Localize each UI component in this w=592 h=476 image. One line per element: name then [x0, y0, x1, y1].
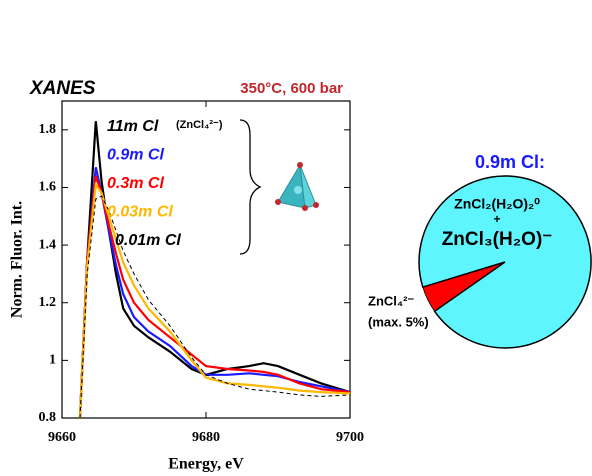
x-tick-label: 9660 — [48, 430, 76, 445]
pie-label: ZnCl₄²⁻ — [368, 293, 414, 308]
chart-subtitle: 350°C, 600 bar — [240, 80, 343, 97]
x-tick-label: 9680 — [192, 430, 220, 445]
tetrahedron-icon — [275, 162, 319, 211]
legend-entry: 11m Cl — [107, 118, 159, 135]
x-tick-label: 9700 — [336, 430, 364, 445]
y-tick-label: 1.2 — [39, 295, 57, 310]
plot-frame — [62, 101, 350, 418]
y-axis-label: Norm. Fluor. Int. — [9, 201, 26, 318]
y-tick-label: 1.4 — [39, 237, 57, 252]
y-tick-label: 0.8 — [39, 410, 57, 425]
pie-label: ZnCl₂(H₂O)₂⁰ — [454, 196, 540, 212]
legend-entry: 0.3m Cl — [107, 175, 164, 192]
brace — [240, 120, 260, 254]
y-tick-label: 1.8 — [39, 122, 57, 137]
legend-entry: 0.01m Cl — [115, 232, 181, 249]
pie-label: (max. 5%) — [368, 314, 429, 329]
pie-label: ZnCl₃(H₂O)⁻ — [442, 229, 553, 250]
chart-title: XANES — [29, 78, 96, 99]
pie-label: + — [493, 212, 500, 226]
figure: 0.8 1 1.2 1.4 1.6 1.8 9660 9680 9700 Energy, eV No… — [0, 0, 592, 476]
x-axis-label: Energy, eV — [168, 456, 244, 473]
legend-entry: 0.9m Cl — [107, 147, 164, 164]
y-tick-label: 1 — [49, 353, 56, 368]
annotation: (ZnCl₄²⁻) — [176, 119, 223, 131]
legend-entry: 0.03m Cl — [107, 204, 173, 221]
pie-title: 0.9m Cl: — [475, 152, 545, 172]
y-tick-label: 1.6 — [39, 180, 57, 195]
